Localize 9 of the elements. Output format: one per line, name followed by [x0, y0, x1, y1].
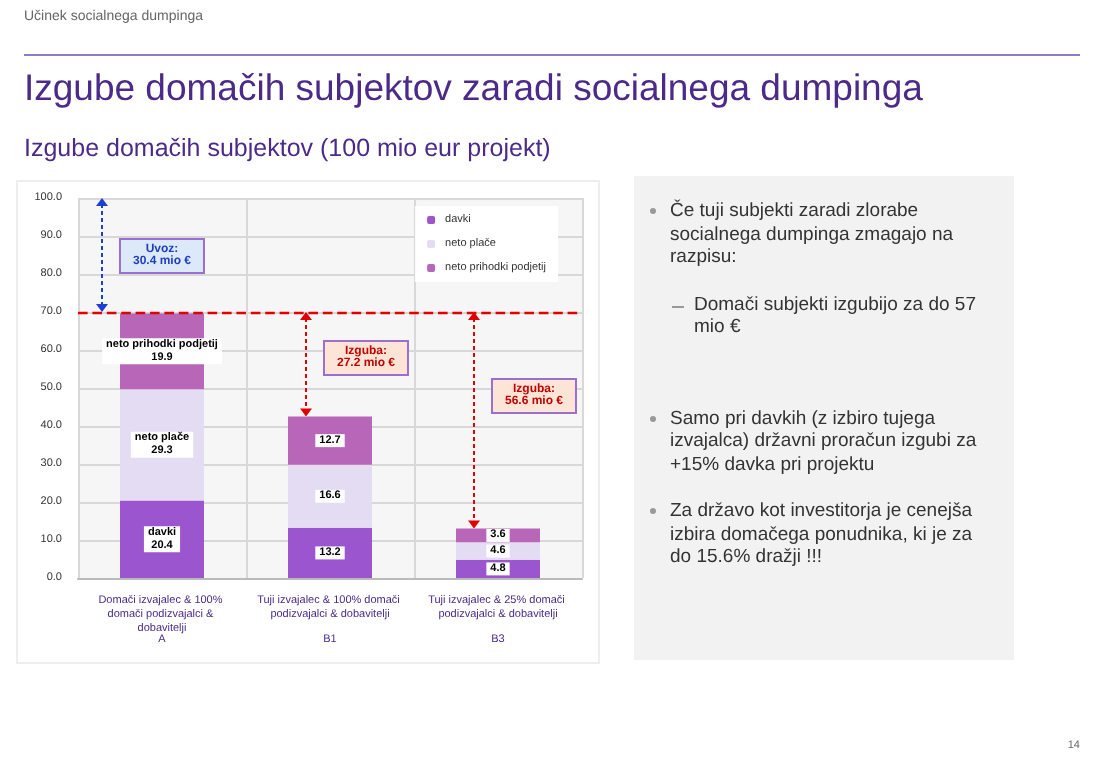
text: Če tuji subjekti zaradi zlorabe socialnega dumpinga zmagajo na razpisu: — [670, 200, 956, 269]
chart-subtitle: Izgube domačih subjektov (100 mio eur projekt) — [24, 134, 551, 162]
bar — [288, 527, 372, 578]
text: Samo pri davkih (z izbiro tujega izvajalca) državni proračun izgubi za +15% davka pri projektu — [670, 407, 979, 476]
text: Domači subjekti izgubijo za do 57 mio € — [694, 293, 978, 339]
chart-title: Izgube domačih subjektov zaradi socialnega dumpinga — [24, 66, 923, 110]
bar — [288, 416, 372, 465]
bar — [288, 464, 372, 528]
text: Za državo kot investitorja je cenejša izbira domačega ponudnika, ki je za do 15.6% dražji !!! — [670, 500, 975, 569]
